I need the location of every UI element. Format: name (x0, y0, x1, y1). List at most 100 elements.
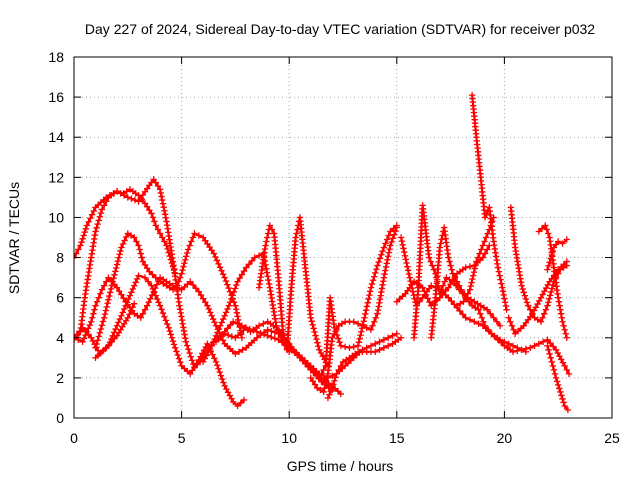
marker (225, 331, 232, 339)
marker (268, 333, 275, 341)
marker (134, 312, 141, 319)
data-point (453, 278, 461, 285)
marker (391, 231, 398, 238)
marker (75, 246, 82, 253)
marker (338, 320, 346, 327)
marker (224, 281, 231, 288)
marker (481, 250, 489, 257)
data-point (120, 190, 127, 197)
data-point (113, 322, 121, 329)
x-axis-label: GPS time / hours (287, 458, 394, 474)
marker (207, 309, 214, 316)
marker (480, 318, 487, 325)
marker (159, 196, 166, 204)
marker (79, 235, 86, 243)
data-point (210, 250, 218, 257)
marker (192, 285, 200, 292)
marker (555, 381, 562, 389)
marker (547, 288, 555, 296)
marker (546, 259, 553, 266)
marker (335, 366, 342, 374)
data-point (531, 314, 538, 321)
data-point (384, 334, 392, 341)
marker (381, 270, 388, 278)
data-point (380, 244, 388, 251)
axes: 0 2 4 6 8 10 12 14 16 18 0 5 10 15 20 25 (48, 49, 620, 446)
marker (91, 306, 98, 313)
marker (497, 339, 505, 346)
marker (323, 374, 331, 381)
marker (556, 385, 563, 392)
marker (205, 305, 213, 313)
data-point (471, 318, 478, 325)
marker (536, 297, 543, 305)
marker (119, 240, 127, 248)
marker (549, 343, 557, 350)
marker (542, 306, 550, 313)
data-point (475, 306, 482, 313)
marker (188, 238, 195, 245)
marker (462, 294, 469, 301)
marker (182, 256, 189, 264)
marker (534, 300, 541, 308)
marker (487, 222, 494, 229)
marker (358, 325, 366, 332)
marker (501, 295, 508, 302)
marker (107, 285, 115, 293)
data-point (458, 286, 465, 293)
marker (165, 249, 172, 256)
marker (408, 284, 416, 292)
marker (546, 350, 553, 358)
marker (224, 305, 231, 313)
marker (236, 274, 243, 282)
marker (382, 267, 389, 274)
data-point (316, 346, 323, 354)
marker (523, 299, 531, 306)
marker (472, 304, 479, 311)
data-point (397, 334, 405, 341)
marker (456, 307, 464, 315)
marker (429, 262, 436, 269)
data-point (466, 286, 474, 293)
data-point (212, 358, 220, 366)
marker (538, 225, 546, 232)
data-point (182, 338, 190, 345)
marker (335, 335, 342, 342)
marker (373, 266, 380, 273)
marker (336, 338, 343, 346)
series-prn-k (324, 334, 405, 402)
marker (155, 277, 162, 285)
series-prn-v (544, 236, 571, 273)
x-tick-label: 5 (178, 430, 186, 446)
marker (561, 326, 568, 333)
marker (358, 328, 365, 335)
marker (99, 318, 107, 325)
marker (383, 236, 391, 243)
marker (501, 299, 509, 306)
marker (378, 251, 385, 258)
marker (357, 332, 364, 339)
marker (548, 251, 555, 259)
data-point (204, 340, 211, 347)
marker (384, 256, 391, 263)
marker (329, 372, 336, 380)
marker (116, 315, 124, 323)
marker (209, 339, 217, 346)
data-point (79, 324, 86, 331)
data-point (544, 266, 551, 273)
marker (211, 355, 218, 362)
marker (118, 291, 125, 298)
marker (175, 278, 182, 285)
marker (308, 318, 315, 325)
y-tick-label: 12 (48, 169, 64, 185)
marker (206, 243, 213, 251)
marker (164, 245, 171, 253)
marker (220, 379, 227, 386)
marker (100, 282, 108, 289)
marker (195, 232, 203, 239)
y-tick-label: 8 (56, 250, 64, 266)
marker (427, 258, 434, 265)
marker (530, 307, 538, 314)
marker (534, 316, 541, 323)
marker (559, 359, 567, 366)
